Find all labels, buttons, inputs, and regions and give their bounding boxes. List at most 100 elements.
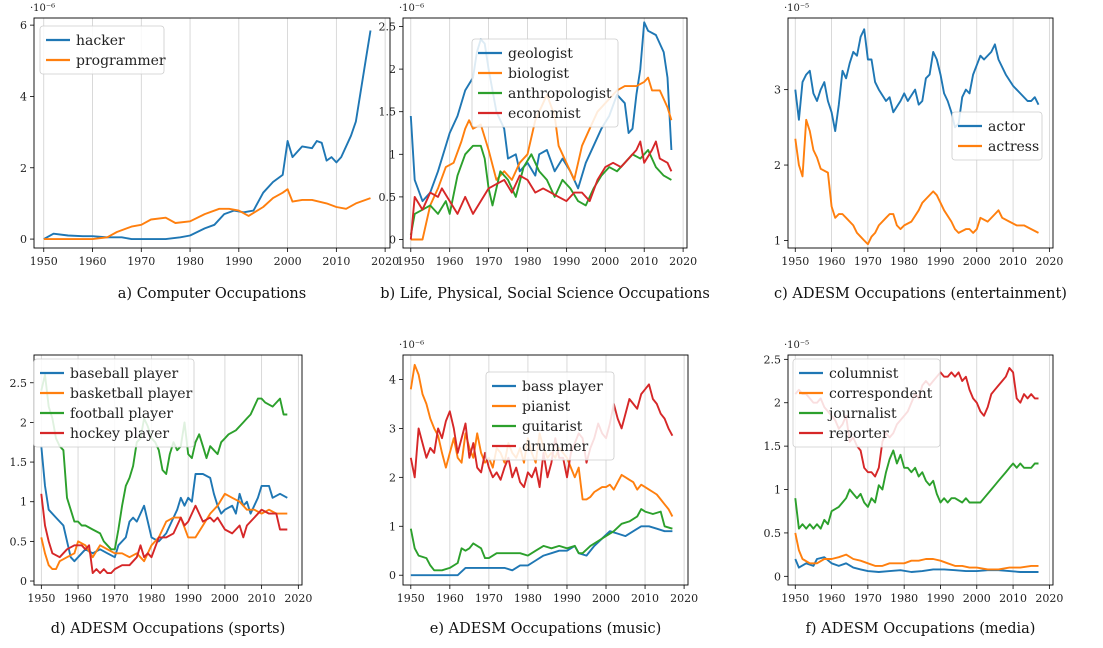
x-tick-label: 2020 [670, 592, 698, 605]
series-line-guitarist [409, 508, 673, 572]
chart-panel-1: 1950 1960 1970 1980 1990 2000 2010 2020 0 2 4 6·10⁻… [20, 3, 399, 302]
y-tick-label: 2 [20, 162, 27, 175]
chart-caption: b) Life, Physical, Social Science Occupa… [380, 286, 710, 302]
x-tick-label: 1970 [127, 255, 155, 268]
x-tick-label: 1980 [137, 592, 165, 605]
legend: columnist correspondent journalist reporter [792, 358, 941, 448]
x-tick-label: 1950 [781, 255, 809, 268]
chart-panel-2: 1950 1960 1970 1980 1990 2000 2010 2020 0 0.5 1 1.5… [379, 3, 710, 302]
chart-panel-3: 1950 1960 1970 1980 1990 2000 2010 2020 1 2 3 ·10⁻⁵… [774, 3, 1067, 302]
legend-box [471, 38, 619, 128]
series-line-bass-player [410, 525, 673, 577]
x-tick-label: 1950 [27, 592, 55, 605]
y-tick-label: 2 [389, 63, 396, 76]
x-tick-label: 1950 [781, 592, 809, 605]
legend-entry: biologist [508, 66, 569, 82]
y-tick-label: 0 [389, 233, 396, 246]
legend-box [39, 25, 165, 75]
chart-panel-6: 1950 1960 1970 1980 1990 2000 2010 2020 0 0.5 1 1.5… [764, 340, 1064, 637]
x-tick-label: 1980 [514, 592, 542, 605]
x-tick-label: 2000 [963, 255, 991, 268]
x-tick-label: 1960 [436, 592, 464, 605]
legend-entry: pianist [522, 399, 570, 415]
chart-panel-5: 1950 1960 1970 1980 1990 2000 2010 2020 0 1 2 3 4 ·10… [389, 340, 698, 637]
series-line-geologist [409, 21, 673, 203]
x-tick-label: 2010 [630, 255, 658, 268]
axis-exponent-label: ·10⁻⁶ [30, 3, 55, 14]
y-tick-label: 1 [774, 484, 781, 497]
x-tick-label: 2020 [284, 592, 312, 605]
x-tick-label: 2020 [669, 255, 697, 268]
legend: actor actress [951, 111, 1043, 161]
axis-exponent-label: ·10⁻⁶ [399, 340, 424, 351]
x-tick-label: 2010 [248, 592, 276, 605]
legend-entry: actress [988, 139, 1039, 155]
axis-exponent-label: ·10⁻⁵ [784, 340, 809, 351]
y-tick-label: 3 [774, 84, 781, 97]
x-tick-label: 1970 [101, 592, 129, 605]
chart-panel-4: 1950 1960 1970 1980 1990 2000 2010 2020 0 0.5 1 1.5… [10, 354, 312, 637]
x-tick-label: 1980 [176, 255, 204, 268]
x-tick-label: 1960 [64, 592, 92, 605]
x-tick-label: 2000 [211, 592, 239, 605]
series-line-football-player [40, 373, 288, 551]
chart-caption: d) ADESM Occupations (sports) [51, 621, 286, 637]
series-line-drummer [409, 383, 674, 489]
x-tick-label: 2000 [963, 592, 991, 605]
x-tick-label: 2000 [274, 255, 302, 268]
x-tick-label: 2010 [999, 592, 1027, 605]
y-tick-label: 2.5 [764, 353, 782, 366]
x-tick-label: 2020 [1035, 255, 1063, 268]
y-tick-label: 0 [389, 569, 396, 582]
x-tick-label: 1990 [225, 255, 253, 268]
y-tick-label: 2 [774, 397, 781, 410]
axis-exponent-label: ·10⁻⁵ [784, 3, 809, 14]
legend-entry: actor [988, 119, 1025, 135]
y-tick-label: 1.5 [379, 106, 397, 119]
series-line-basketball-player [40, 492, 288, 571]
legend-entry: economist [508, 106, 581, 122]
axes-frame [402, 17, 688, 249]
legend-entry: hockey player [70, 426, 169, 442]
legend-entry: football player [70, 406, 173, 422]
series-line-programmer [43, 188, 371, 241]
x-tick-label: 1950 [30, 255, 58, 268]
series-line-actor [794, 28, 1040, 133]
x-tick-label: 1980 [513, 255, 541, 268]
legend-entry: hacker [76, 33, 125, 49]
y-tick-label: 0 [20, 233, 27, 246]
y-tick-label: 3 [389, 422, 396, 435]
y-tick-label: 1.5 [10, 456, 28, 469]
legend-entry: columnist [829, 366, 899, 382]
y-tick-label: 1 [389, 148, 396, 161]
y-tick-label: 1 [389, 520, 396, 533]
x-tick-label: 2000 [591, 255, 619, 268]
y-tick-label: 2 [774, 159, 781, 172]
axes-frame [33, 354, 303, 586]
y-tick-label: 0.5 [10, 535, 28, 548]
x-tick-label: 1990 [926, 592, 954, 605]
y-tick-label: 6 [20, 19, 27, 32]
chart-caption: f) ADESM Occupations (media) [806, 621, 1036, 637]
y-tick-label: 0.5 [764, 527, 782, 540]
legend-box [951, 111, 1043, 161]
y-tick-label: 1.5 [764, 440, 782, 453]
y-tick-label: 0 [774, 570, 781, 583]
legend-entry: journalist [827, 406, 897, 422]
x-tick-label: 2020 [371, 255, 399, 268]
legend-entry: anthropologist [508, 86, 612, 102]
series-line-hacker [43, 30, 372, 241]
x-tick-label: 1980 [890, 592, 918, 605]
x-tick-label: 1990 [552, 255, 580, 268]
legend: baseball player basketball player football… [33, 358, 195, 448]
legend-box [485, 371, 615, 461]
x-tick-label: 1990 [926, 255, 954, 268]
x-tick-label: 1970 [854, 592, 882, 605]
series-line-hockey-player [40, 493, 288, 575]
chart-caption: c) ADESM Occupations (entertainment) [774, 286, 1067, 302]
x-tick-label: 2000 [592, 592, 620, 605]
x-tick-label: 1990 [174, 592, 202, 605]
legend-box [792, 358, 941, 448]
y-tick-label: 4 [20, 90, 27, 103]
